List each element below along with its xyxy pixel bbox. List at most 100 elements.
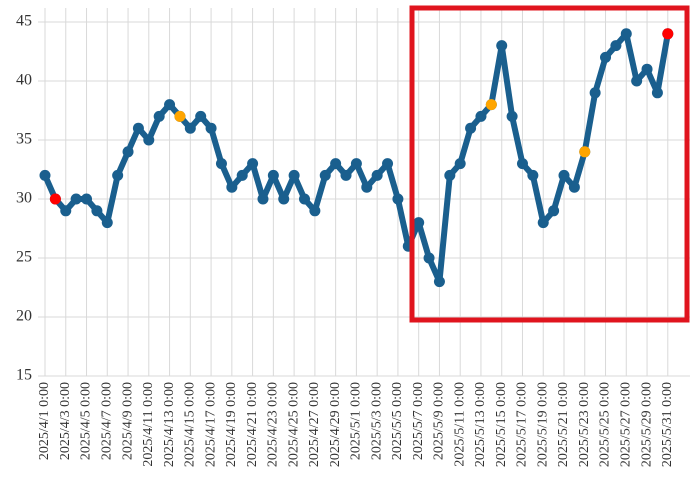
x-tick-label: 2025/4/3 0:00 (58, 382, 73, 460)
x-tick-label: 2025/5/7 0:00 (411, 382, 426, 460)
data-point (631, 75, 643, 87)
data-point (558, 169, 570, 181)
y-tick-label: 45 (16, 13, 32, 30)
x-tick-label: 2025/4/1 0:00 (37, 382, 52, 460)
data-point (516, 158, 528, 170)
y-tick-label: 25 (16, 249, 32, 266)
x-tick-label: 2025/4/21 0:00 (245, 382, 260, 467)
data-point (205, 122, 217, 134)
data-point (641, 63, 653, 75)
highlight-box (409, 5, 690, 323)
data-point (496, 40, 508, 52)
data-point (475, 110, 487, 122)
y-tick-label: 35 (16, 131, 32, 148)
highlight-point (579, 146, 591, 158)
x-tick-label: 2025/5/29 0:00 (639, 382, 654, 467)
data-point (101, 217, 113, 229)
y-tick-label: 20 (16, 308, 32, 325)
data-point (236, 169, 248, 181)
data-point (122, 146, 134, 158)
data-point (278, 193, 290, 205)
data-point (39, 169, 51, 181)
highlight-point (174, 110, 186, 122)
data-point (340, 169, 352, 181)
x-tick-label: 2025/4/17 0:00 (203, 382, 218, 467)
data-point (226, 181, 238, 193)
data-point (257, 193, 269, 205)
x-tick-label: 2025/5/15 0:00 (494, 382, 509, 467)
data-point (112, 169, 124, 181)
x-tick-label: 2025/5/9 0:00 (432, 382, 447, 460)
x-tick-label: 2025/4/13 0:00 (162, 382, 177, 467)
data-point (132, 122, 144, 134)
data-point (330, 158, 342, 170)
data-point (350, 158, 362, 170)
data-point (288, 169, 300, 181)
y-tick-label: 30 (16, 190, 32, 207)
x-tick-label: 2025/5/17 0:00 (515, 382, 530, 467)
data-point (215, 158, 227, 170)
data-point (527, 169, 539, 181)
data-point (454, 158, 466, 170)
data-point (299, 193, 310, 205)
data-point (382, 158, 394, 170)
x-tick-label: 2025/4/25 0:00 (286, 382, 301, 467)
x-tick-label: 2025/5/5 0:00 (390, 382, 405, 460)
x-tick-label: 2025/4/27 0:00 (307, 382, 322, 467)
highlight-point (662, 28, 674, 40)
data-point (620, 28, 632, 40)
x-tick-label: 2025/5/21 0:00 (556, 382, 571, 467)
data-point (610, 40, 622, 52)
data-point (548, 205, 560, 217)
data-point (143, 134, 155, 146)
x-tick-label: 2025/4/5 0:00 (79, 382, 94, 460)
x-tick-label: 2025/5/3 0:00 (369, 382, 384, 460)
x-tick-label: 2025/4/9 0:00 (120, 382, 135, 460)
data-point (444, 169, 456, 181)
data-point (506, 110, 518, 122)
x-tick-label: 2025/5/27 0:00 (618, 382, 633, 467)
data-point (568, 181, 580, 193)
data-point (195, 110, 207, 122)
data-point (309, 205, 321, 217)
data-point (392, 193, 404, 205)
data-point (164, 99, 176, 111)
data-point (184, 122, 196, 134)
x-tick-label: 2025/4/15 0:00 (183, 382, 198, 467)
x-tick-label: 2025/5/25 0:00 (598, 382, 613, 467)
data-point (247, 158, 259, 170)
x-tick-label: 2025/5/31 0:00 (660, 382, 675, 467)
x-tick-label: 2025/5/23 0:00 (577, 382, 592, 467)
data-point (413, 217, 425, 229)
data-point (319, 169, 331, 181)
data-point (600, 51, 612, 63)
y-tick-label: 15 (16, 367, 32, 384)
data-point (70, 193, 82, 205)
data-point (361, 181, 373, 193)
x-tick-label: 2025/5/13 0:00 (473, 382, 488, 467)
data-point (81, 193, 93, 205)
data-point (267, 169, 279, 181)
data-point (91, 205, 103, 217)
x-tick-label: 2025/5/11 0:00 (452, 382, 467, 467)
data-point (60, 205, 72, 217)
y-tick-label: 40 (16, 72, 32, 89)
x-tick-label: 2025/4/11 0:00 (141, 382, 156, 467)
x-tick-label: 2025/4/29 0:00 (328, 382, 343, 467)
data-point (537, 217, 549, 229)
x-tick-label: 2025/4/19 0:00 (224, 382, 239, 467)
x-tick-label: 2025/4/23 0:00 (266, 382, 281, 467)
x-tick-label: 2025/4/7 0:00 (99, 382, 114, 460)
highlight-point (49, 193, 61, 205)
data-point (153, 110, 165, 122)
x-tick-label: 2025/5/19 0:00 (535, 382, 550, 467)
data-point (423, 252, 435, 264)
data-point (589, 87, 601, 99)
data-point (651, 87, 663, 99)
data-point (371, 169, 383, 181)
data-point (465, 122, 477, 134)
highlight-point (485, 99, 497, 111)
x-tick-label: 2025/5/1 0:00 (349, 382, 364, 460)
data-point (433, 276, 445, 288)
